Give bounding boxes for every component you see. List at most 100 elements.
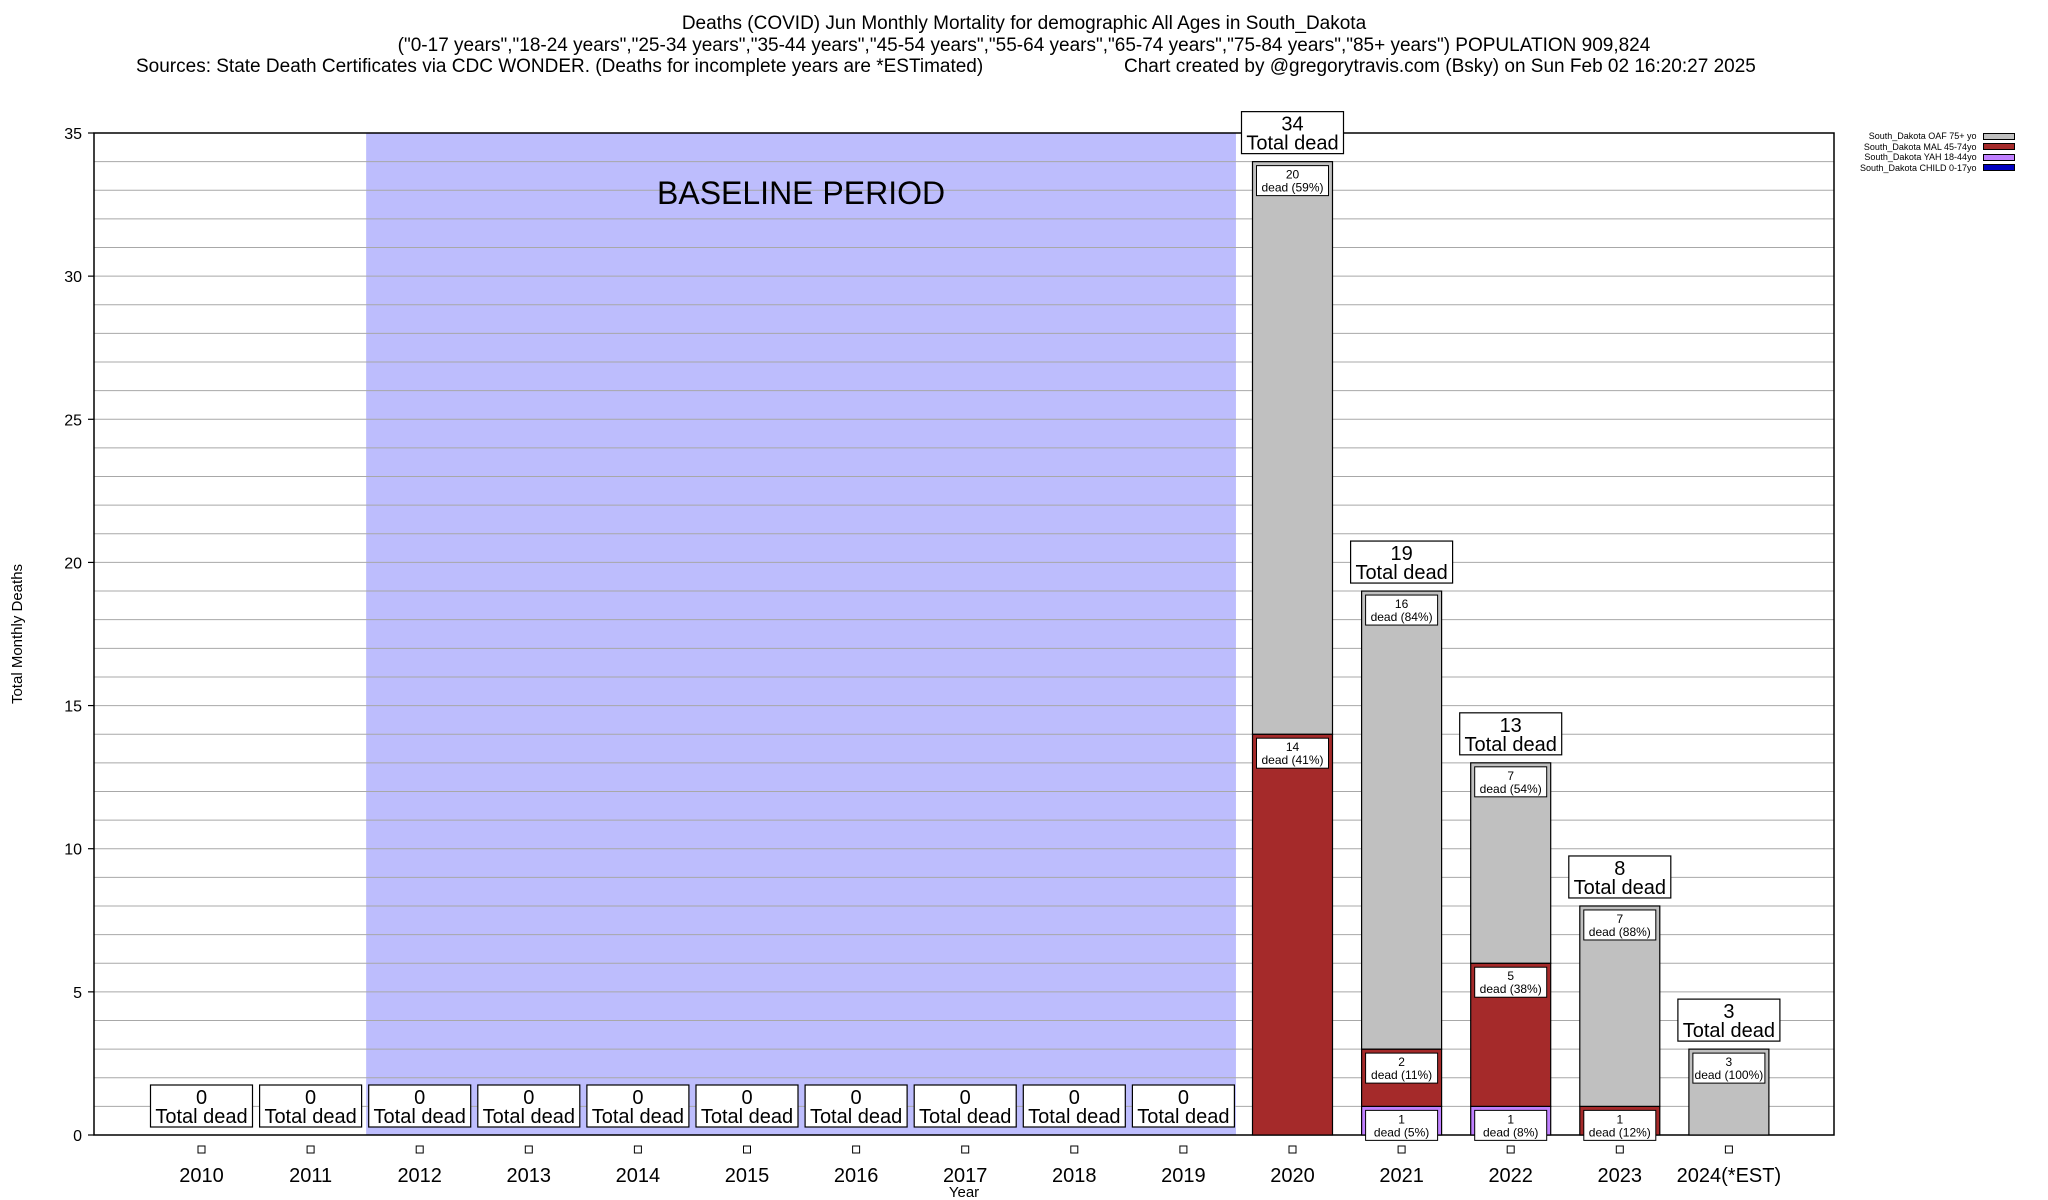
x-tick-marker: [852, 1145, 861, 1154]
segment-percent-label: dead (41%): [1261, 753, 1323, 767]
y-tick-label: 25: [64, 412, 82, 429]
segment-value-label: 7: [1507, 769, 1514, 783]
total-label-box: [1568, 855, 1672, 899]
total-value-label: 8: [1614, 858, 1625, 880]
total-label-box: [695, 1084, 799, 1128]
chart-title: Deaths (COVID) Jun Monthly Mortality for…: [681, 13, 1367, 34]
total-text-label: Total dead: [1355, 562, 1447, 584]
total-label-box: [1349, 540, 1454, 584]
legend-item: South_Dakota CHILD 0-17yo: [1860, 163, 2015, 174]
segment-percent-label: dead (11%): [1371, 1068, 1432, 1082]
x-tick-marker: [743, 1145, 751, 1154]
total-text-label: Total dead: [1574, 877, 1666, 899]
x-tick-marker: [197, 1145, 206, 1154]
x-tick-label: 2022: [1488, 1165, 1533, 1187]
legend-label: South_Dakota OAF 75+ yo: [1868, 131, 1977, 141]
y-tick-label: 10: [64, 842, 82, 859]
segment-percent-label: dead (88%): [1589, 925, 1651, 939]
y-tick-label: 15: [64, 699, 82, 716]
x-tick-label: 2014: [616, 1165, 661, 1187]
x-tick-marker: [1506, 1145, 1515, 1154]
total-label-box: [149, 1084, 254, 1128]
total-text-label: Total dead: [1137, 1106, 1229, 1128]
segment-percent-label: dead (100%): [1695, 1068, 1764, 1082]
segment-percent-label: dead (84%): [1371, 610, 1433, 624]
total-text-label: Total dead: [1028, 1106, 1120, 1128]
total-value-label: 3: [1723, 1001, 1734, 1023]
x-tick-label: 2023: [1598, 1165, 1643, 1187]
total-text-label: Total dead: [1246, 133, 1338, 155]
total-value-label: 0: [1069, 1087, 1080, 1109]
total-label-box: [1677, 998, 1781, 1042]
segment-value-label: 16: [1395, 597, 1409, 611]
total-text-label: Total dead: [810, 1106, 902, 1128]
x-axis-label: Year: [949, 1184, 979, 1200]
chart-sources: Sources: State Death Certificates via CD…: [136, 56, 984, 77]
segment-value-label: 1: [1398, 1112, 1405, 1126]
segment-label-box: [1365, 594, 1439, 626]
x-tick-marker: [1724, 1145, 1733, 1154]
total-label-box: [1022, 1084, 1126, 1128]
segment-label-box: [1365, 1109, 1439, 1141]
y-tick-label: 35: [64, 126, 82, 143]
x-tick-marker: [1397, 1145, 1406, 1154]
x-tick-label: 2018: [1052, 1165, 1097, 1187]
legend-swatch: [1982, 153, 2015, 161]
segment-label-box: [1474, 966, 1548, 998]
x-tick-marker: [1179, 1145, 1188, 1154]
total-text-label: Total dead: [701, 1106, 793, 1128]
baseline-region: [366, 133, 1236, 1135]
y-axis-label: Total Monthly Deaths: [9, 564, 26, 704]
total-label-box: [913, 1084, 1017, 1128]
x-tick-marker: [524, 1145, 533, 1154]
total-value-label: 0: [523, 1087, 534, 1109]
segment-label-box: [1365, 1052, 1439, 1084]
segment-value-label: 20: [1286, 168, 1300, 182]
total-label-box: [1131, 1084, 1236, 1128]
legend-swatch: [1982, 164, 2015, 172]
total-value-label: 19: [1390, 543, 1412, 565]
x-tick-label: 2010: [179, 1165, 224, 1187]
baseline-label: BASELINE PERIOD: [657, 175, 945, 211]
x-tick-label: 2024(*EST): [1677, 1165, 1782, 1187]
x-tick-label: 2017: [943, 1165, 988, 1187]
x-tick-label: 2012: [397, 1165, 442, 1187]
x-tick-marker: [415, 1145, 424, 1154]
segment-label-box: [1474, 1109, 1548, 1141]
segment-label-box: [1256, 737, 1329, 769]
total-text-label: Total dead: [264, 1106, 356, 1128]
total-label-box: [586, 1084, 690, 1128]
segment-value-label: 1: [1507, 1112, 1514, 1126]
chart-credit: Chart created by @gregorytravis.com (Bsk…: [1124, 56, 1756, 77]
total-value-label: 0: [851, 1087, 862, 1109]
chart-legend: South_Dakota OAF 75+ yo South_Dakota MAL …: [1860, 131, 2015, 173]
total-value-label: 0: [414, 1087, 425, 1109]
x-tick-label: 2015: [725, 1165, 770, 1187]
total-value-label: 0: [960, 1087, 971, 1109]
segment-percent-label: dead (5%): [1374, 1125, 1429, 1139]
x-tick-marker: [1070, 1145, 1079, 1154]
x-tick-label: 2016: [834, 1165, 879, 1187]
x-tick-label: 2021: [1379, 1165, 1424, 1187]
bar-segment: [1251, 161, 1334, 735]
total-value-label: 0: [741, 1087, 752, 1109]
total-value-label: 0: [196, 1087, 207, 1109]
legend-label: South_Dakota YAH 18-44yo: [1864, 152, 1977, 162]
plot-frame: [93, 132, 1835, 1136]
segment-value-label: 3: [1726, 1055, 1733, 1069]
total-label-box: [1240, 111, 1345, 155]
segment-value-label: 2: [1398, 1055, 1405, 1069]
chart-subtitle: ("0-17 years","18-24 years","25-34 years…: [397, 35, 1651, 56]
total-value-label: 34: [1281, 114, 1303, 136]
x-tick-marker: [1288, 1145, 1297, 1154]
x-tick-marker: [633, 1145, 642, 1154]
y-tick-label: 0: [73, 1128, 82, 1145]
legend-item: South_Dakota MAL 45-74yo: [1860, 142, 2015, 153]
legend-item: South_Dakota OAF 75+ yo: [1860, 131, 2015, 142]
total-value-label: 0: [305, 1087, 316, 1109]
x-tick-label: 2013: [507, 1165, 552, 1187]
legend-swatch: [1982, 143, 2015, 151]
total-text-label: Total dead: [483, 1106, 575, 1128]
total-value-label: 0: [1178, 1087, 1189, 1109]
